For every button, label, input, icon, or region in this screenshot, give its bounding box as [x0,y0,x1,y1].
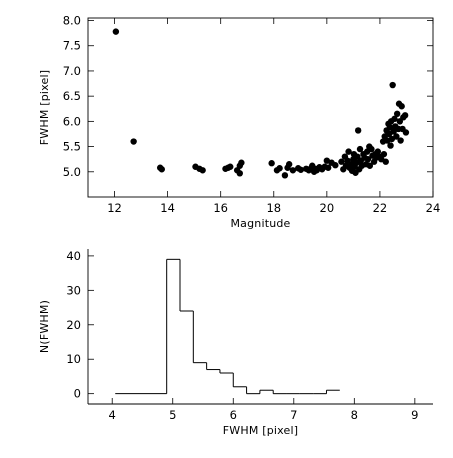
x-tick-label: 7 [290,408,297,422]
scatter-point [356,145,364,153]
scatter-point [389,81,396,89]
y-tick-label: 0 [74,387,81,401]
scatter-point [397,137,404,144]
scatter-point [386,124,394,131]
scatter-point [199,167,206,174]
scatter-point [130,138,137,145]
scatter-point [393,133,400,140]
y-axis-label: N(FWHM) [38,300,51,353]
y-tick-label: 10 [66,352,81,366]
y-tick-label: 20 [66,318,81,332]
scatter-point [281,172,289,179]
x-tick-label: 8 [351,408,358,422]
scatter-point [236,170,243,177]
y-tick-label: 5.0 [63,165,81,179]
y-tick-label: 7.0 [63,64,81,78]
y-tick-label: 6.0 [63,114,81,128]
x-tick-label: 18 [266,201,281,215]
scatter-point [382,158,389,165]
scatter-point [390,128,397,135]
scatter-point [289,167,297,174]
x-tick-label: 20 [320,201,335,215]
x-tick-label: 6 [230,408,237,422]
y-tick-label: 6.5 [63,89,81,103]
scatter-point [401,112,409,119]
scatter-point [345,148,352,155]
x-tick-label: 16 [213,201,228,215]
y-tick-label: 8.0 [63,14,81,28]
x-tick-label: 5 [169,408,176,422]
y-tick-label: 40 [66,249,81,263]
scatter-point [276,165,283,172]
scatter-point [374,148,381,155]
scatter-point [158,166,165,173]
scatter-point [354,127,362,134]
scatter-point [323,157,331,164]
scatter-point [368,145,375,153]
x-tick-label: 4 [109,408,116,422]
histogram-panel: 4 5 6 7 8 9 0 10 20 30 40 FWHM [pixel] N(FWHM) [38,249,433,437]
x-tick-label: 12 [107,201,122,215]
scatter-point [393,110,401,118]
scatter-point [398,103,405,110]
x-tick-label: 9 [411,408,418,422]
x-axis-label: Magnitude [230,217,290,230]
scatter-point [391,115,398,123]
scatter-point [380,150,388,158]
x-tick-label: 24 [426,201,441,215]
y-tick-label: 30 [66,283,81,297]
y-tick-label: 7.5 [63,39,81,53]
scatter-point [227,163,234,170]
scatter-point [285,161,293,168]
scatter-point [364,155,372,163]
scatter-point [387,142,394,149]
y-tick-label: 5.5 [63,140,81,154]
scatter-point [238,159,245,166]
scatter-point [332,162,339,169]
scatter-point [268,160,275,167]
plot-frame [87,17,434,198]
x-tick-label: 22 [373,201,388,215]
x-axis-label: FWHM [pixel] [223,424,298,437]
y-axis-label: FWHM [pixel] [38,70,51,145]
scatter-point [402,129,410,136]
scatter-point [297,166,305,173]
scatter-point [366,162,374,169]
x-tick-label: 14 [160,201,175,215]
scatter-panel: 12 14 16 18 20 22 24 5.0 5.5 6.0 6.5 7.0 7.5 8.0 Magni… [38,14,440,230]
scatter-point [112,28,120,35]
scatter-point [338,158,345,165]
scatter-point [324,164,332,171]
